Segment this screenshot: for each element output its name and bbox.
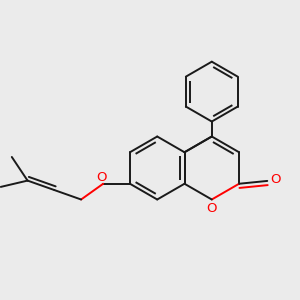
Text: O: O (206, 202, 217, 215)
Text: O: O (270, 173, 281, 186)
Text: O: O (96, 171, 107, 184)
